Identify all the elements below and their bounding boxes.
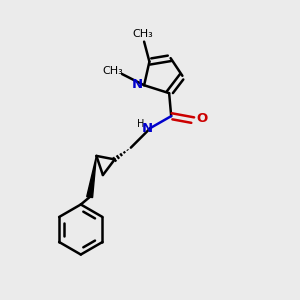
Text: CH₃: CH₃ [132, 29, 153, 39]
Text: O: O [196, 112, 207, 125]
Text: CH₃: CH₃ [103, 66, 124, 76]
Text: N: N [132, 78, 143, 91]
Text: H: H [137, 119, 145, 129]
Polygon shape [87, 156, 96, 198]
Text: N: N [142, 122, 153, 135]
